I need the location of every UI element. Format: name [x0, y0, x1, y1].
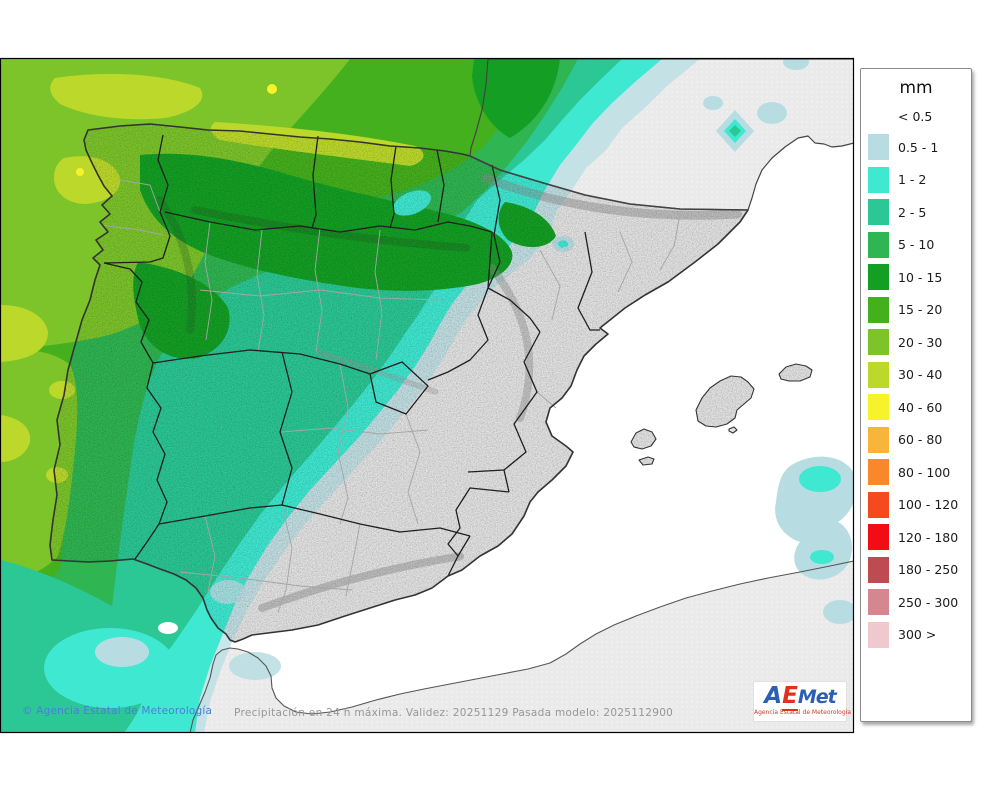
legend-row-label: 100 - 120: [898, 497, 959, 513]
legend-row: 250 - 300: [861, 586, 971, 619]
legend-row: 100 - 120: [861, 489, 971, 522]
precipitation-legend: mm < 0.5 0.5 - 1 1 - 2 2 - 5 5 - 10 10 - 15 1…: [860, 68, 972, 722]
precip-sw-ocean-clear-spot: [158, 622, 178, 634]
map-frame: [0, 57, 855, 734]
legend-row-label: 40 - 60: [898, 399, 943, 415]
legend-row: 120 - 180: [861, 521, 971, 554]
attribution-text: © Agencia Estatal de Meteorología: [22, 705, 213, 717]
legend-row: 0.5 - 1: [861, 131, 971, 164]
precip-patch-0.5-1-se: [823, 600, 853, 624]
province-borders: [99, 179, 681, 613]
precip-patch-30-40: [50, 73, 203, 120]
legend-swatch: [868, 556, 889, 583]
precip-diamond-2-5: [729, 125, 741, 137]
aemet-logo-subtitle: Agencia Estatal de Meteorología: [754, 709, 851, 716]
legend-row-label: 300 >: [898, 627, 937, 643]
legend-row-label: 1 - 2: [898, 172, 927, 188]
precip-spot-40-60: [76, 168, 84, 176]
legend-row-label: 5 - 10: [898, 237, 935, 253]
aemet-logo: AEMet Agencia Estatal de Meteorología: [753, 681, 851, 722]
precip-spot-40-60: [267, 84, 277, 94]
logo-letter-e: E: [782, 683, 798, 711]
legend-row: 2 - 5: [861, 196, 971, 229]
region-borders: [103, 134, 600, 577]
precip-patch-0.5-1-lion: [703, 96, 723, 110]
legend-swatch: [868, 329, 889, 356]
precip-patch-30-40: [1, 305, 48, 362]
legend-swatch: [868, 459, 889, 486]
legend-row-label: 2 - 5: [898, 204, 927, 220]
legend-row: 80 - 100: [861, 456, 971, 489]
legend-row: 5 - 10: [861, 229, 971, 262]
legend-swatch: [868, 296, 889, 323]
legend-row: 40 - 60: [861, 391, 971, 424]
logo-letter-a: A: [764, 683, 783, 709]
legend-row: 300 >: [861, 619, 971, 652]
model-info-text: Precipitación en 24 h máxima. Validez: 2…: [234, 707, 674, 719]
precip-core-1-2-se: [810, 550, 834, 564]
legend-row-label: 30 - 40: [898, 367, 943, 383]
precip-patch-0.5-1-alboran: [229, 652, 281, 680]
legend-row-label: 80 - 100: [898, 464, 951, 480]
precip-core-1-2-se: [799, 466, 841, 492]
precip-patch-30-40: [1, 415, 31, 462]
precip-patch-0.5-1-lion: [757, 102, 787, 124]
legend-row-label: 180 - 250: [898, 562, 959, 578]
legend-row: 60 - 80: [861, 424, 971, 457]
legend-row: 1 - 2: [861, 164, 971, 197]
legend-title: mm: [899, 78, 933, 98]
legend-swatch: [868, 264, 889, 291]
legend-row: 20 - 30: [861, 326, 971, 359]
precip-patch-0.5-1-lion: [783, 59, 809, 70]
legend-row-label: 250 - 300: [898, 594, 959, 610]
legend-row-label: 60 - 80: [898, 432, 943, 448]
legend-row-below-threshold: < 0.5: [898, 108, 933, 124]
logo-letters-met: Met: [797, 686, 837, 708]
legend-swatch: [868, 394, 889, 421]
legend-row-label: 120 - 180: [898, 529, 959, 545]
legend-swatch: [868, 231, 889, 258]
legend-swatch: [868, 589, 889, 616]
legend-swatch: [868, 426, 889, 453]
legend-row: 15 - 20: [861, 294, 971, 327]
legend-swatch: [868, 491, 889, 518]
legend-swatch: [868, 166, 889, 193]
legend-row: 30 - 40: [861, 359, 971, 392]
legend-swatch: [868, 524, 889, 551]
legend-swatch: [868, 134, 889, 161]
legend-swatch: [868, 621, 889, 648]
precip-blob-10-15-france: [472, 59, 560, 138]
legend-row-label: 20 - 30: [898, 334, 943, 350]
legend-swatch: [868, 361, 889, 388]
legend-rows: 0.5 - 1 1 - 2 2 - 5 5 - 10 10 - 15 15 - 20 20 …: [861, 131, 971, 651]
legend-row: 10 - 15: [861, 261, 971, 294]
legend-row-label: 0.5 - 1: [898, 139, 939, 155]
legend-row: 180 - 250: [861, 554, 971, 587]
legend-row-label: 15 - 20: [898, 302, 943, 318]
legend-swatch: [868, 199, 889, 226]
aemet-logo-wordmark: AEMet: [754, 683, 846, 711]
legend-row-label: 10 - 15: [898, 269, 943, 285]
precip-sw-ocean-0.5-1: [95, 637, 149, 667]
